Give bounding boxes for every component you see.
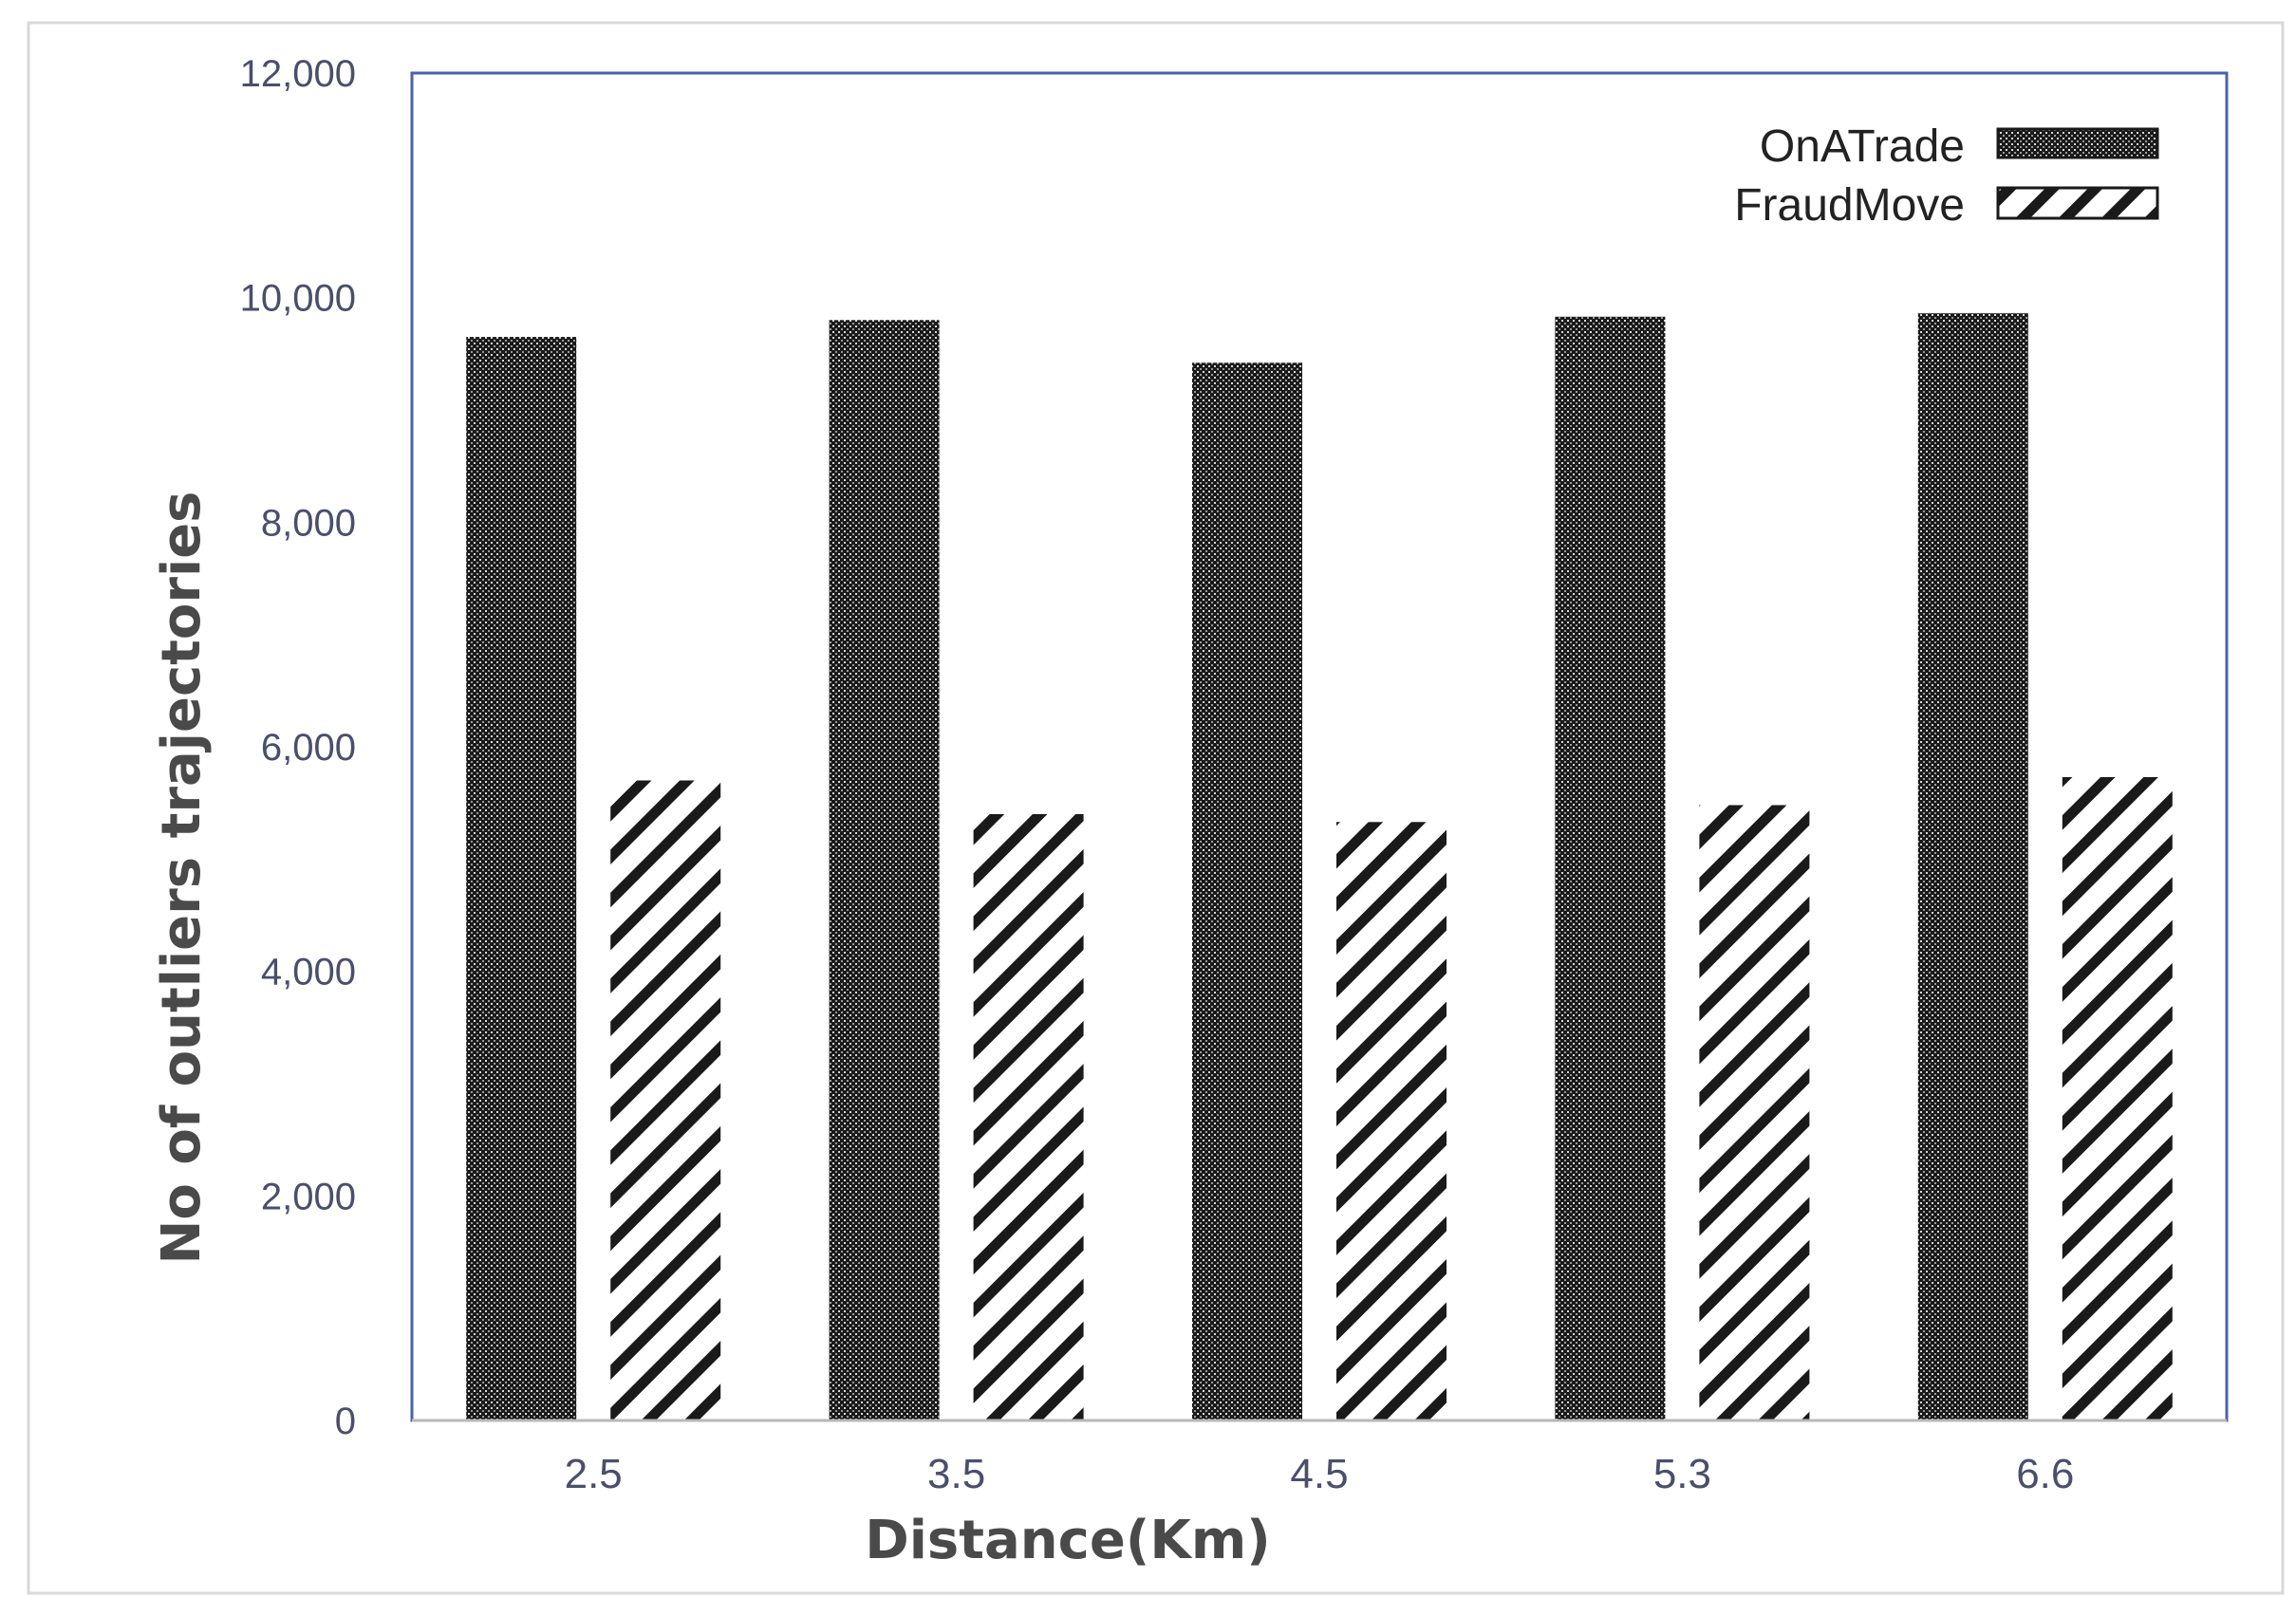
x-tick-label: 4.5 — [1290, 1451, 1348, 1497]
x-tick-label: 5.3 — [1653, 1451, 1711, 1497]
legend-swatch-fraudmove — [1996, 186, 2159, 220]
bar-fraudmove-5.3 — [1699, 805, 1810, 1420]
x-tick-label: 2.5 — [565, 1451, 623, 1497]
y-tick-label: 10,000 — [240, 278, 356, 320]
y-axis-ticks: 0 2,000 4,000 6,000 8,000 10,000 12,000 — [240, 53, 356, 1442]
legend-swatch-onatrade — [1996, 127, 2159, 159]
y-tick-label: 12,000 — [240, 53, 356, 95]
legend: OnATrade FraudMove — [1734, 121, 2159, 231]
bar-onatrade-4.5 — [1192, 362, 1302, 1420]
x-tick-label: 3.5 — [927, 1451, 985, 1497]
bar-onatrade-2.5 — [466, 337, 577, 1421]
x-tick-label: 6.6 — [2016, 1451, 2074, 1497]
bar-fraudmove-2.5 — [610, 780, 721, 1420]
y-tick-label: 8,000 — [261, 502, 356, 544]
bar-fraudmove-3.5 — [973, 814, 1084, 1420]
y-tick-label: 6,000 — [261, 727, 356, 769]
bars-layer — [466, 313, 2173, 1421]
bar-onatrade-6.6 — [1917, 313, 2028, 1421]
y-tick-label: 0 — [335, 1401, 356, 1442]
x-axis-title: Distance(Km) — [865, 1510, 1271, 1571]
bar-fraudmove-4.5 — [1336, 822, 1447, 1420]
figure-frame — [27, 21, 2285, 1595]
x-axis-ticks: 2.5 3.5 4.5 5.3 6.6 — [565, 1451, 2075, 1497]
legend-label-fraudmove: FraudMove — [1734, 180, 1965, 231]
bar-onatrade-3.5 — [829, 320, 940, 1420]
bar-onatrade-5.3 — [1555, 316, 1666, 1420]
y-axis-title: No of outliers trajectories — [151, 491, 213, 1264]
legend-label-onatrade: OnATrade — [1760, 121, 1965, 172]
y-tick-label: 4,000 — [261, 952, 356, 993]
y-tick-label: 2,000 — [261, 1176, 356, 1217]
bar-fraudmove-6.6 — [2062, 777, 2173, 1420]
